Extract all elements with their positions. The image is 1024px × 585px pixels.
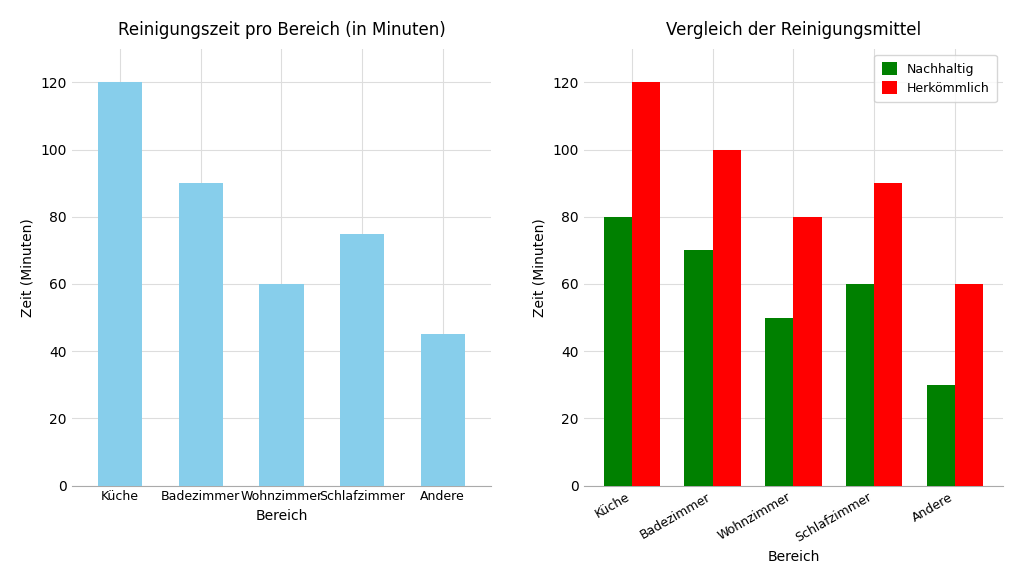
Bar [846,284,874,486]
Bar [765,318,794,486]
Bar [794,217,821,486]
Bar [684,250,713,486]
X-axis label: Bereich: Bereich [767,550,819,564]
Bar [927,385,954,486]
Bar [713,150,741,486]
Bar [178,183,223,486]
Bar [421,335,465,486]
Bar [632,82,660,486]
Bar [954,284,983,486]
Bar [259,284,303,486]
X-axis label: Bereich: Bereich [255,509,307,523]
Title: Reinigungszeit pro Bereich (in Minuten): Reinigungszeit pro Bereich (in Minuten) [118,21,445,39]
Legend: Nachhaltig, Herkömmlich: Nachhaltig, Herkömmlich [874,55,997,102]
Bar [874,183,902,486]
Title: Vergleich der Reinigungsmittel: Vergleich der Reinigungsmittel [666,21,921,39]
Bar [604,217,632,486]
Bar [98,82,142,486]
Y-axis label: Zeit (Minuten): Zeit (Minuten) [532,218,547,316]
Y-axis label: Zeit (Minuten): Zeit (Minuten) [20,218,35,316]
Bar [340,233,384,486]
